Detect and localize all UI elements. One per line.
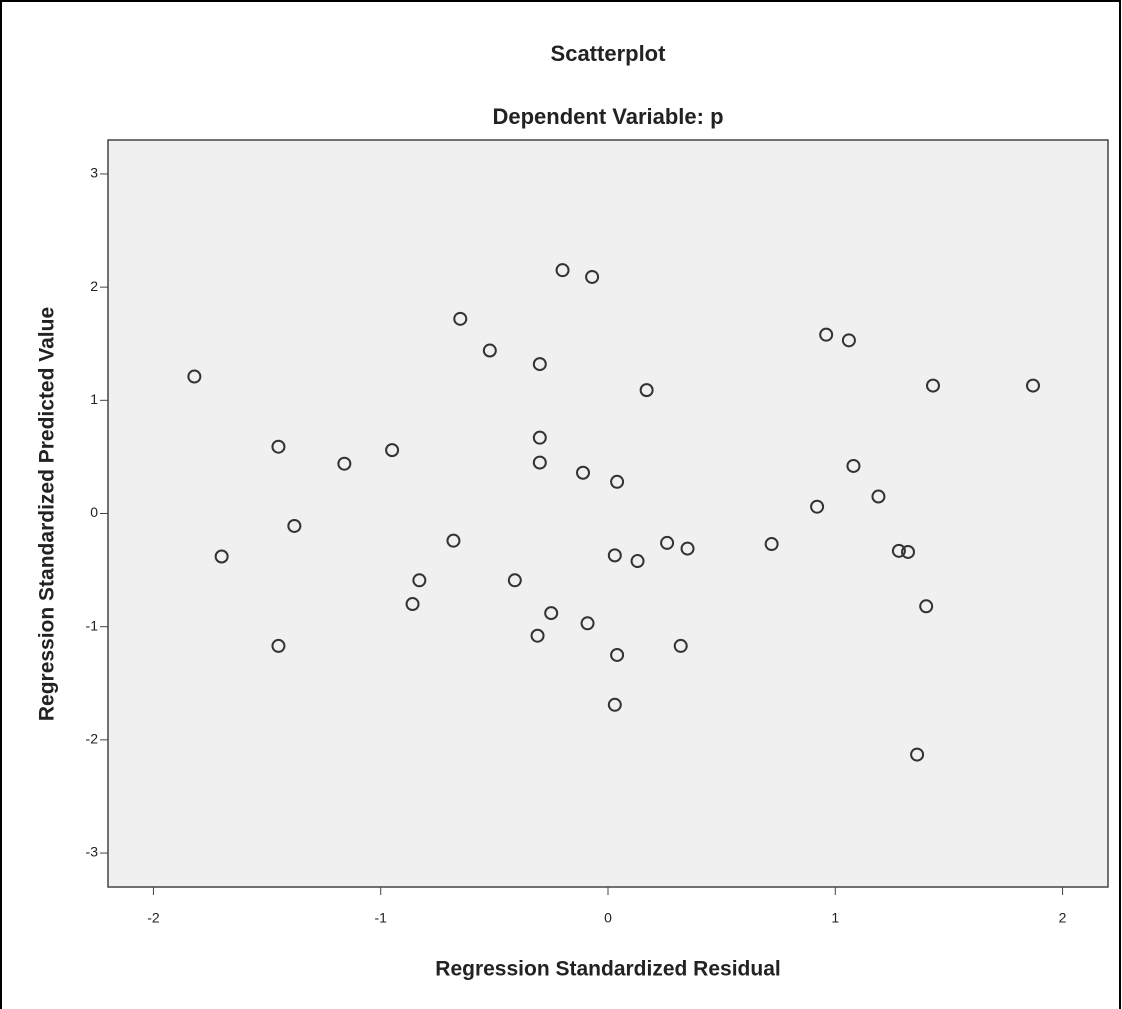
y-tick-label: 2 (90, 278, 98, 294)
y-tick-label: -2 (86, 731, 99, 747)
chart: Scatterplot Dependent Variable: p Regres… (0, 0, 1122, 1009)
y-axis-label: Regression Standardized Predicted Value (36, 307, 59, 721)
x-tick-label: -1 (375, 910, 388, 926)
y-tick-label: 3 (90, 165, 98, 181)
x-tick-label: 2 (1059, 910, 1067, 926)
chart-subtitle: Dependent Variable: p (492, 104, 723, 129)
x-tick-label: 1 (831, 910, 839, 926)
x-tick-label: 0 (604, 910, 612, 926)
x-axis-label: Regression Standardized Residual (435, 958, 780, 981)
y-tick-label: -1 (86, 617, 99, 633)
x-tick-label: -2 (147, 910, 160, 926)
plot-area (108, 140, 1108, 887)
chart-title: Scatterplot (551, 41, 667, 66)
y-tick-label: 0 (90, 504, 98, 520)
y-tick-label: -3 (86, 844, 99, 860)
y-tick-label: 1 (90, 391, 98, 407)
